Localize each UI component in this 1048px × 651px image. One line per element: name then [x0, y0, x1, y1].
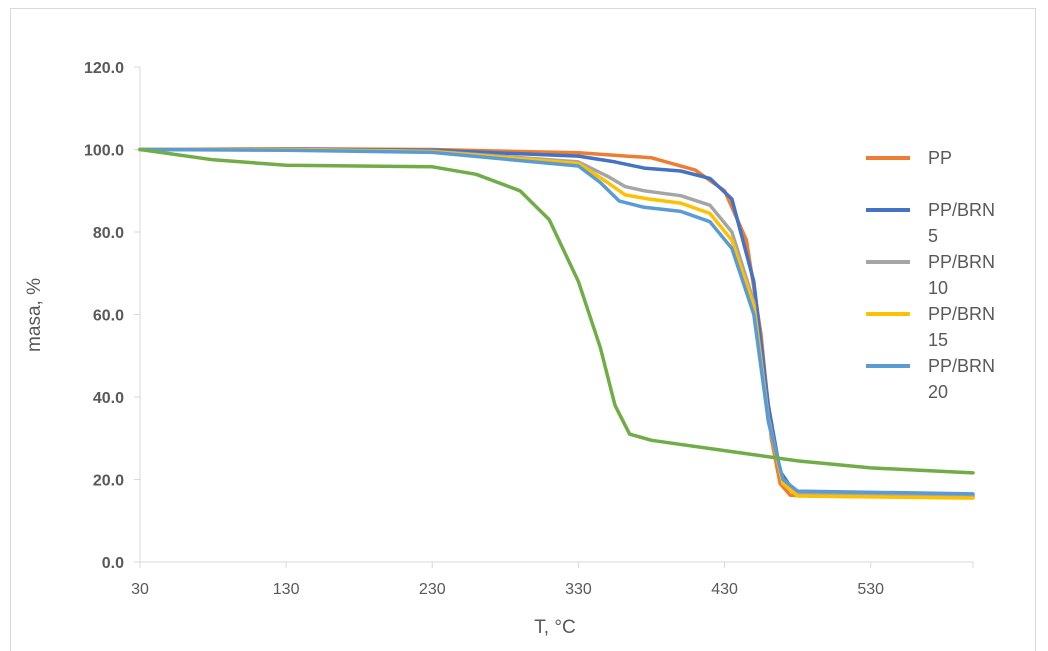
- x-tick-label: 330: [565, 581, 592, 598]
- series-line-0: [138, 146, 975, 499]
- x-tick-label: 530: [857, 581, 884, 598]
- legend-label-3: 15: [928, 330, 948, 350]
- series-line-4: [138, 147, 975, 496]
- series-line-3: [138, 147, 975, 500]
- series-line-5: [138, 147, 975, 475]
- series-line-2: [138, 147, 975, 498]
- x-tick-label: 230: [419, 581, 446, 598]
- x-tick-label: 430: [711, 581, 738, 598]
- y-tick-label: 100.0: [84, 143, 124, 160]
- legend-label-0: PP: [928, 148, 952, 168]
- x-tick-label: 30: [131, 581, 149, 598]
- y-axis-title: masa, %: [24, 278, 45, 352]
- legend-label-1: PP/BRN: [928, 200, 995, 220]
- chart-frame: [10, 8, 1036, 651]
- x-axis-title: T, °C: [534, 617, 575, 638]
- legend-label-1: 5: [928, 226, 938, 246]
- y-tick-label: 80.0: [93, 225, 124, 242]
- legend: PP PP/BRN 5 PP/BRN 10 PP/BRN 15 PP/BRN 20: [866, 148, 995, 402]
- y-tick-label: 120.0: [84, 60, 124, 77]
- axes: 30 130 230 330 430 530 0.0 20.0 40.0 60.0 80.0 100.…: [84, 60, 974, 598]
- series-line-1: [138, 147, 975, 497]
- legend-label-4: PP/BRN: [928, 356, 995, 376]
- legend-label-4: 20: [928, 382, 948, 402]
- y-tick-label: 0.0: [102, 555, 124, 572]
- x-tick-label: 130: [273, 581, 300, 598]
- legend-label-2: 10: [928, 278, 948, 298]
- legend-label-2: PP/BRN: [928, 252, 995, 272]
- y-tick-label: 20.0: [93, 473, 124, 490]
- legend-label-3: PP/BRN: [928, 304, 995, 324]
- y-tick-label: 40.0: [93, 390, 124, 407]
- series-layer: [138, 146, 975, 500]
- y-tick-label: 60.0: [93, 308, 124, 325]
